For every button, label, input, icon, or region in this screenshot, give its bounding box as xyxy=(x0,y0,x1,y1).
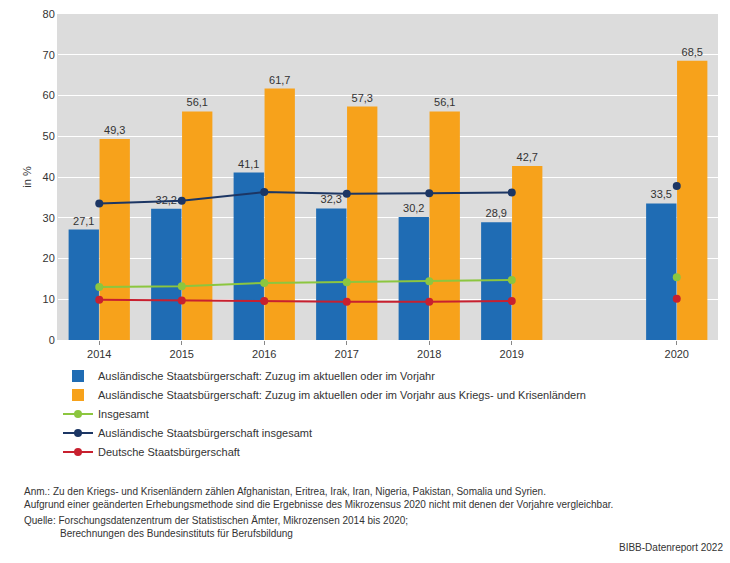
svg-text:2016: 2016 xyxy=(252,348,276,360)
svg-text:Aufgrund einer geänderten Erhe: Aufgrund einer geänderten Erhebungsmetho… xyxy=(24,499,613,510)
svg-text:27,1: 27,1 xyxy=(73,215,94,227)
svg-text:40: 40 xyxy=(43,171,55,183)
svg-text:60: 60 xyxy=(43,89,55,101)
svg-text:32,3: 32,3 xyxy=(321,193,342,205)
svg-text:BIBB-Datenreport 2022: BIBB-Datenreport 2022 xyxy=(619,542,723,553)
svg-text:68,5: 68,5 xyxy=(682,46,703,58)
svg-text:30,2: 30,2 xyxy=(403,202,424,214)
svg-text:2018: 2018 xyxy=(417,348,441,360)
svg-text:30: 30 xyxy=(43,212,55,224)
svg-text:Quelle: Forschungsdatenzentrum: Quelle: Forschungsdatenzentrum der Stati… xyxy=(24,515,408,526)
svg-text:41,1: 41,1 xyxy=(238,158,259,170)
svg-text:57,3: 57,3 xyxy=(352,92,373,104)
svg-text:0: 0 xyxy=(49,334,55,346)
svg-text:32,2: 32,2 xyxy=(156,194,177,206)
svg-text:Anm.: Zu den Kriegs- und Krise: Anm.: Zu den Kriegs- und Krisenländern z… xyxy=(24,486,546,497)
svg-text:2017: 2017 xyxy=(335,348,359,360)
svg-text:49,3: 49,3 xyxy=(104,124,125,136)
svg-text:28,9: 28,9 xyxy=(486,207,507,219)
svg-text:Berechnungen des Bundesinstitu: Berechnungen des Bundesinstituts für Ber… xyxy=(60,528,293,539)
svg-text:80: 80 xyxy=(43,8,55,20)
svg-text:Deutsche Staatsbürgerschaft: Deutsche Staatsbürgerschaft xyxy=(98,446,240,458)
svg-text:Ausländische Staatsbürgerschaf: Ausländische Staatsbürgerschaft: Zuzug i… xyxy=(98,389,586,401)
svg-text:2019: 2019 xyxy=(500,348,524,360)
svg-text:42,7: 42,7 xyxy=(517,151,538,163)
svg-text:10: 10 xyxy=(43,293,55,305)
svg-text:Ausländische Staatsbürgerschaf: Ausländische Staatsbürgerschaft insgesam… xyxy=(98,427,312,439)
svg-text:2020: 2020 xyxy=(665,348,689,360)
svg-text:Insgesamt: Insgesamt xyxy=(98,408,149,420)
svg-text:in %: in % xyxy=(21,166,33,188)
svg-text:20: 20 xyxy=(43,252,55,264)
svg-text:50: 50 xyxy=(43,130,55,142)
svg-text:33,5: 33,5 xyxy=(651,188,672,200)
svg-text:2015: 2015 xyxy=(170,348,194,360)
svg-text:2014: 2014 xyxy=(87,348,111,360)
svg-text:56,1: 56,1 xyxy=(187,96,208,108)
svg-text:56,1: 56,1 xyxy=(434,96,455,108)
svg-text:Ausländische Staatsbürgerschaf: Ausländische Staatsbürgerschaft: Zuzug i… xyxy=(98,370,435,382)
svg-text:61,7: 61,7 xyxy=(269,74,290,86)
svg-text:70: 70 xyxy=(43,49,55,61)
